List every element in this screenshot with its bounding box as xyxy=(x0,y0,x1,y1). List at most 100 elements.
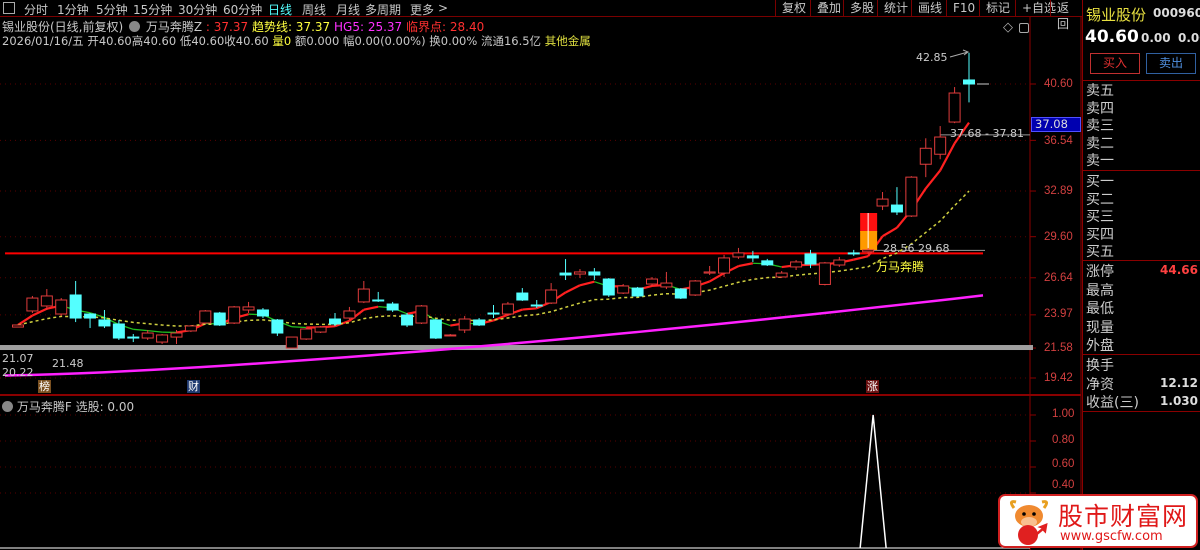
toolbar-button-3[interactable]: 统计 xyxy=(877,0,914,16)
candle-body xyxy=(790,261,803,268)
trend-line-segment xyxy=(881,226,898,238)
trend-line-segment xyxy=(565,284,581,294)
candle-body xyxy=(26,297,39,312)
sub-axis-label: 0.60 xyxy=(1052,458,1075,470)
watermark-logo: 股市财富网 www.gscfw.com xyxy=(998,494,1198,548)
candle-body xyxy=(12,324,24,328)
candle-body xyxy=(141,332,154,339)
stat-0-value: 44.66 xyxy=(1160,263,1198,277)
z-value: : 37.37 xyxy=(205,20,249,34)
period-tab-9[interactable]: 多周期 xyxy=(365,3,402,17)
candle-body xyxy=(862,249,875,253)
amount: 额0.000 xyxy=(294,34,340,48)
candle-body xyxy=(69,294,82,319)
toolbar-button-6[interactable]: 标记 xyxy=(979,0,1016,16)
diamond-icon[interactable]: ◇ xyxy=(1003,20,1013,35)
indicator-dropdown-icon[interactable] xyxy=(129,21,141,32)
stock-mode: 锡业股份(日线,前复权) xyxy=(2,20,124,34)
mark-zhang[interactable]: 涨 xyxy=(866,380,879,393)
selection-signal-spike xyxy=(859,414,887,549)
trend-line-segment xyxy=(579,280,595,287)
period-tab-10[interactable]: 更多 xyxy=(410,3,435,17)
mark-cai[interactable]: 财 xyxy=(187,380,200,393)
ask-level-4: 卖四 xyxy=(1086,100,1114,117)
trend-line-segment xyxy=(104,316,120,326)
date: 2026/01/16/五 xyxy=(2,34,84,48)
last-price: 40.60 xyxy=(1085,27,1139,47)
hg5-line xyxy=(4,294,984,377)
buy-button[interactable]: 买入 xyxy=(1090,53,1140,74)
trend-line-segment xyxy=(31,307,48,317)
toolbar-button-0[interactable]: 复权 xyxy=(775,0,812,16)
stat2-2: 收益(三) xyxy=(1086,395,1139,411)
candle-body xyxy=(501,303,514,315)
period-tab-0[interactable]: 分时 xyxy=(24,3,49,17)
stat-3: 现量 xyxy=(1086,319,1114,336)
candle-body xyxy=(300,328,313,340)
candle-body xyxy=(473,319,486,326)
toolbar-button-2[interactable]: 多股 xyxy=(843,0,880,16)
candle-body xyxy=(804,253,817,265)
period-tab-5[interactable]: 60分钟 xyxy=(223,3,263,17)
bid-level-1: 买一 xyxy=(1086,174,1114,190)
hg5-value: HG5: 25.37 xyxy=(334,20,403,34)
range-label: 37.68 - 37.81 xyxy=(950,127,1024,140)
sub-indicator-dropdown-icon[interactable] xyxy=(2,401,13,412)
support-band xyxy=(0,345,1033,351)
candle-body xyxy=(847,252,860,255)
toolbar-button-1[interactable]: 叠加 xyxy=(810,0,847,16)
candle-body xyxy=(631,287,644,297)
candle-body xyxy=(934,136,947,155)
period-tab-1[interactable]: 1分钟 xyxy=(57,3,89,17)
cow-mascot-icon xyxy=(1009,500,1049,545)
candle-body xyxy=(545,289,558,304)
candle-body xyxy=(530,304,543,307)
bid-level-3: 买三 xyxy=(1086,209,1114,225)
bid-level-2: 买二 xyxy=(1086,191,1114,208)
toolbar-button-7[interactable]: +自选 xyxy=(1015,0,1062,16)
high-price-label: 42.85 xyxy=(916,51,948,64)
price-axis-label: 23.97 xyxy=(1044,308,1073,320)
sub-axis-label: 0.80 xyxy=(1052,434,1075,446)
toolbar-button-8[interactable]: 返回 xyxy=(1050,0,1082,31)
panel-layout-icon[interactable] xyxy=(1019,23,1029,33)
price-pct: 0.00 xyxy=(1178,31,1200,45)
candle-body xyxy=(732,252,745,258)
period-tab-6[interactable]: 日线 xyxy=(268,3,293,17)
candle-body xyxy=(588,271,601,276)
period-tab-4[interactable]: 30分钟 xyxy=(178,3,218,17)
sub-indicator-name[interactable]: 万马奔腾F xyxy=(16,400,72,414)
trend-value: 趋势线: 37.37 xyxy=(251,20,331,34)
chevron-right-icon[interactable]: > xyxy=(438,1,449,15)
toolbar-button-5[interactable]: F10 xyxy=(946,0,981,16)
sell-button[interactable]: 卖出 xyxy=(1146,53,1196,74)
candle-body xyxy=(372,299,385,302)
stock-name: 锡业股份 xyxy=(1086,6,1147,24)
toolbar-button-4[interactable]: 画线 xyxy=(911,0,948,16)
period-tab-3[interactable]: 15分钟 xyxy=(133,3,173,17)
signal-price-a: 28.56 xyxy=(883,242,915,255)
bid-level-5: 买五 xyxy=(1086,244,1114,260)
float-shares: 流通16.5亿 xyxy=(480,34,542,48)
trend-line-segment xyxy=(738,262,754,268)
candle-body xyxy=(357,288,370,303)
period-tab-8[interactable]: 月线 xyxy=(336,3,361,17)
candle-body xyxy=(876,198,889,207)
panel-toggle-icon[interactable] xyxy=(3,2,15,14)
sector[interactable]: 其他金属 xyxy=(544,34,591,48)
candle-body xyxy=(516,292,529,301)
sub-axis-label: 0.40 xyxy=(1052,479,1075,491)
mark-bang[interactable]: 榜 xyxy=(38,380,51,393)
indicator-name[interactable]: 万马奔腾Z xyxy=(145,20,203,34)
stat-4: 外盘 xyxy=(1086,338,1114,354)
trend-line-segment xyxy=(953,121,970,144)
candle-body xyxy=(40,295,53,307)
candle-body xyxy=(170,332,183,338)
period-tab-2[interactable]: 5分钟 xyxy=(96,3,128,17)
period-tab-7[interactable]: 周线 xyxy=(302,3,327,17)
low-label-c: 21.48 xyxy=(52,357,84,370)
price-axis-label: 29.60 xyxy=(1044,231,1073,243)
trend-line-segment xyxy=(17,314,34,326)
trend-line-segment xyxy=(133,328,148,332)
